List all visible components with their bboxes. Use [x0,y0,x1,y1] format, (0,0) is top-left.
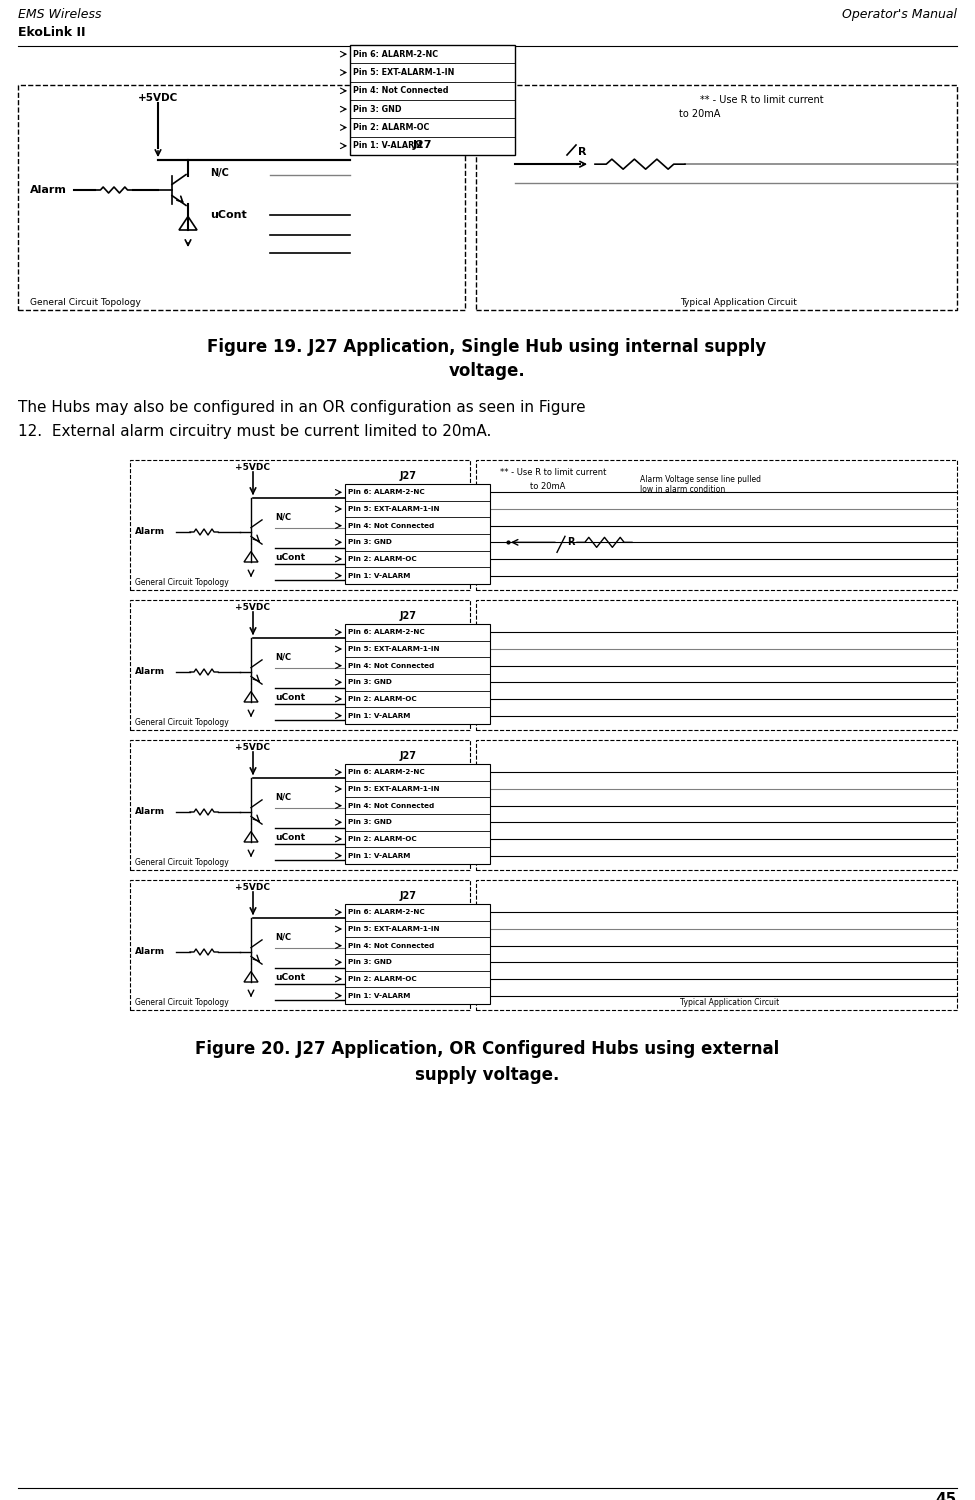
Text: J27: J27 [400,891,416,902]
Text: Pin 5: EXT-ALARM-1-IN: Pin 5: EXT-ALARM-1-IN [353,68,454,76]
Text: uCont: uCont [275,833,305,842]
Text: N/C: N/C [275,652,292,662]
Text: Alarm: Alarm [135,668,165,676]
Text: Pin 6: ALARM-2-NC: Pin 6: ALARM-2-NC [348,489,425,495]
Text: N/C: N/C [275,513,292,522]
Text: Pin 4: Not Connected: Pin 4: Not Connected [348,942,434,948]
Text: EkoLink II: EkoLink II [18,26,86,39]
Text: Pin 3: GND: Pin 3: GND [348,819,392,825]
Bar [130,740,470,870]
Bar [345,624,490,724]
Bar [130,600,470,730]
Text: uCont: uCont [210,210,247,220]
Text: Pin 3: GND: Pin 3: GND [348,680,392,686]
Text: General Circuit Topology: General Circuit Topology [135,858,229,867]
Text: Pin 2: ALARM-OC: Pin 2: ALARM-OC [348,556,416,562]
Text: Pin 4: Not Connected: Pin 4: Not Connected [348,522,434,528]
Text: J27: J27 [412,140,432,150]
Bar [345,484,490,584]
Text: J27: J27 [400,752,416,760]
Text: 12.  External alarm circuitry must be current limited to 20mA.: 12. External alarm circuitry must be cur… [18,424,491,439]
Text: Pin 4: Not Connected: Pin 4: Not Connected [348,663,434,669]
Text: Alarm Voltage sense line pulled
low in alarm condition: Alarm Voltage sense line pulled low in a… [640,476,761,495]
Bar [345,904,490,1004]
Text: Pin 6: ALARM-2-NC: Pin 6: ALARM-2-NC [348,770,425,776]
Text: ** - Use R to limit current: ** - Use R to limit current [500,468,606,477]
Text: Pin 3: GND: Pin 3: GND [353,105,402,114]
Text: to 20mA: to 20mA [530,482,566,490]
Text: Figure 20. J27 Application, OR Configured Hubs using external: Figure 20. J27 Application, OR Configure… [195,1040,779,1058]
Bar [345,764,490,864]
Text: Pin 1: V-ALARM: Pin 1: V-ALARM [348,852,410,858]
Text: J27: J27 [400,610,416,621]
Text: uCont: uCont [275,552,305,561]
Text: Pin 2: ALARM-OC: Pin 2: ALARM-OC [353,123,429,132]
Text: Pin 5: EXT-ALARM-1-IN: Pin 5: EXT-ALARM-1-IN [348,506,440,512]
Text: 45: 45 [936,1492,957,1500]
Text: Pin 2: ALARM-OC: Pin 2: ALARM-OC [348,696,416,702]
Text: Typical Application Circuit: Typical Application Circuit [680,298,797,307]
Bar [130,880,470,1010]
Text: N/C: N/C [275,933,292,942]
Text: Pin 5: EXT-ALARM-1-IN: Pin 5: EXT-ALARM-1-IN [348,786,440,792]
Text: voltage.: voltage. [448,362,526,380]
Bar [476,600,957,730]
Text: R: R [578,147,587,158]
Text: Alarm: Alarm [30,184,67,195]
Text: EMS Wireless: EMS Wireless [18,8,101,21]
Text: Pin 4: Not Connected: Pin 4: Not Connected [353,87,448,96]
Text: ** - Use R to limit current: ** - Use R to limit current [700,94,824,105]
Text: Operator's Manual: Operator's Manual [842,8,957,21]
Text: Pin 6: ALARM-2-NC: Pin 6: ALARM-2-NC [353,50,438,58]
Text: Pin 4: Not Connected: Pin 4: Not Connected [348,802,434,808]
Text: The Hubs may also be configured in an OR configuration as seen in Figure: The Hubs may also be configured in an OR… [18,400,586,416]
Text: Alarm: Alarm [135,807,165,816]
Text: Pin 1: V-ALARM: Pin 1: V-ALARM [348,573,410,579]
Text: +5VDC: +5VDC [236,884,270,892]
Text: Pin 2: ALARM-OC: Pin 2: ALARM-OC [348,836,416,842]
Text: R: R [567,537,574,548]
Text: Pin 5: EXT-ALARM-1-IN: Pin 5: EXT-ALARM-1-IN [348,646,440,652]
Bar [476,86,957,310]
Bar [350,45,515,154]
Bar [18,86,465,310]
Text: uCont: uCont [275,972,305,981]
Text: Pin 3: GND: Pin 3: GND [348,540,392,546]
Text: Pin 3: GND: Pin 3: GND [348,960,392,966]
Text: General Circuit Topology: General Circuit Topology [135,998,229,1006]
Text: Pin 1: V-ALARM: Pin 1: V-ALARM [348,993,410,999]
Text: General Circuit Topology: General Circuit Topology [135,718,229,728]
Text: Pin 1: V-ALARM: Pin 1: V-ALARM [353,141,422,150]
Bar [476,880,957,1010]
Text: +5VDC: +5VDC [236,464,270,472]
Text: Figure 19. J27 Application, Single Hub using internal supply: Figure 19. J27 Application, Single Hub u… [208,338,766,356]
Text: Alarm: Alarm [135,528,165,537]
Text: J27: J27 [400,471,416,482]
Text: supply voltage.: supply voltage. [414,1066,560,1084]
Text: Pin 2: ALARM-OC: Pin 2: ALARM-OC [348,976,416,982]
Text: uCont: uCont [275,693,305,702]
Text: +5VDC: +5VDC [236,742,270,752]
Bar [130,460,470,590]
Text: Typical Application Circuit: Typical Application Circuit [680,998,779,1006]
Text: Pin 6: ALARM-2-NC: Pin 6: ALARM-2-NC [348,909,425,915]
Text: N/C: N/C [210,168,229,178]
Bar [476,740,957,870]
Text: General Circuit Topology: General Circuit Topology [30,298,140,307]
Bar [476,460,957,590]
Text: Pin 5: EXT-ALARM-1-IN: Pin 5: EXT-ALARM-1-IN [348,926,440,932]
Text: to 20mA: to 20mA [680,110,721,118]
Text: Alarm: Alarm [135,948,165,957]
Text: +5VDC: +5VDC [137,93,178,104]
Text: General Circuit Topology: General Circuit Topology [135,578,229,586]
Text: +5VDC: +5VDC [236,603,270,612]
Text: N/C: N/C [275,794,292,802]
Text: Pin 1: V-ALARM: Pin 1: V-ALARM [348,712,410,718]
Text: Pin 6: ALARM-2-NC: Pin 6: ALARM-2-NC [348,630,425,636]
